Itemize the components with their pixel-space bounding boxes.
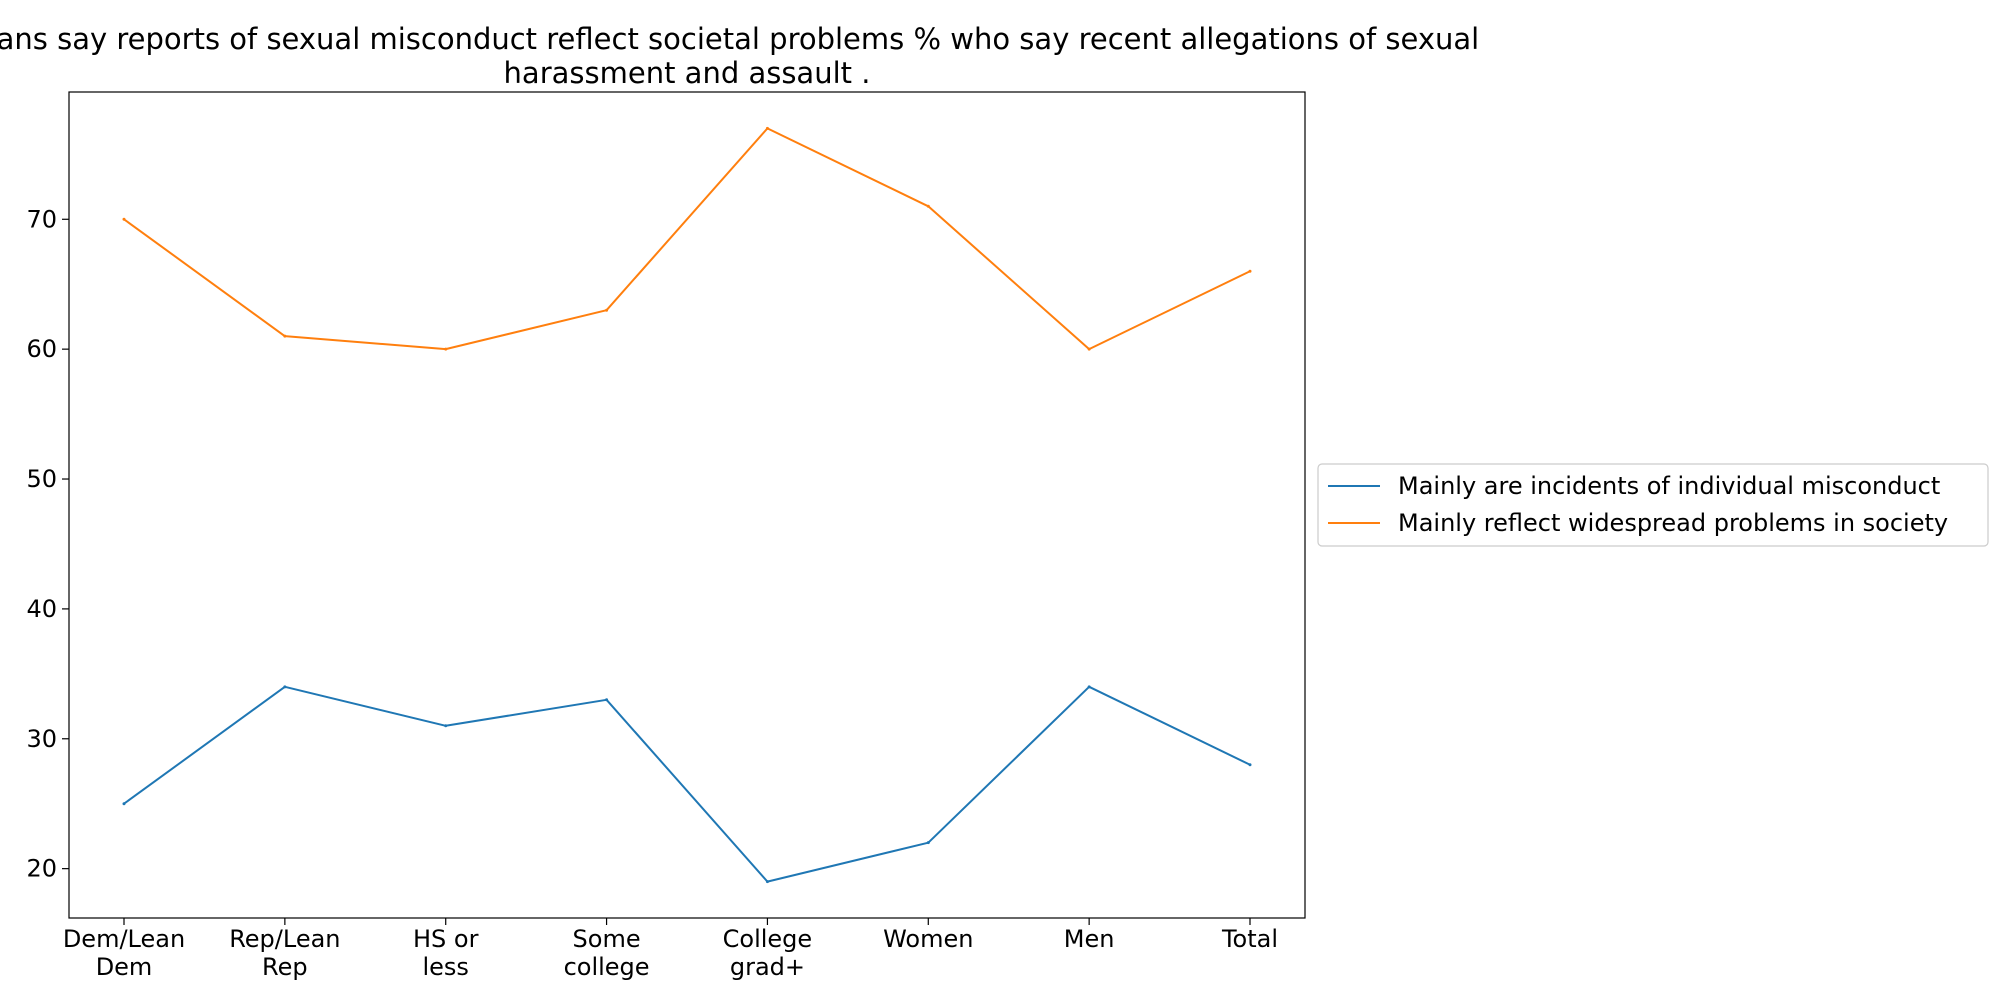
data-point — [1248, 269, 1252, 273]
series-1 — [122, 685, 1252, 884]
series-line-1 — [123, 685, 1251, 883]
x-tick-label: Dem/Lean — [63, 925, 185, 953]
chart-title-line-2: harassment and assault . — [504, 56, 871, 90]
y-tick-label: 50 — [26, 465, 57, 493]
legend-box — [1317, 463, 1989, 547]
y-tick-label: 60 — [26, 335, 57, 363]
x-tick-label: College — [723, 925, 813, 953]
legend: Mainly are incidents of individual misco… — [1317, 463, 1989, 547]
y-axis: 20 30 40 50 60 70 — [26, 205, 69, 883]
x-tick-label: Dem — [96, 953, 153, 981]
x-tick-label: Rep/Lean — [229, 925, 340, 953]
x-tick-label: grad+ — [730, 953, 805, 981]
y-tick-label: 30 — [26, 725, 57, 753]
x-tick-label: HS or — [413, 925, 479, 953]
data-point — [765, 880, 769, 884]
x-tick-label: Rep — [262, 953, 308, 981]
legend-label-1: Mainly are incidents of individual misco… — [1398, 472, 1940, 500]
x-tick-label: less — [422, 953, 468, 981]
y-tick-label: 70 — [26, 205, 57, 233]
series-lines — [122, 126, 1252, 884]
chart-title-line-1: Americans say reports of sexual miscondu… — [0, 22, 1479, 56]
x-tick-label: Total — [1221, 925, 1278, 953]
series-line-2 — [123, 127, 1251, 351]
chart-title: Americans say reports of sexual miscondu… — [0, 22, 1479, 90]
plot-area — [68, 91, 1306, 919]
data-point — [122, 802, 126, 806]
data-point — [444, 347, 448, 351]
data-point — [926, 841, 930, 845]
x-tick-label: Women — [883, 925, 973, 953]
data-point — [283, 334, 287, 338]
data-point — [605, 698, 609, 702]
data-point — [1248, 763, 1252, 767]
series-2 — [122, 126, 1252, 351]
data-point — [1087, 347, 1091, 351]
y-tick-label: 40 — [26, 595, 57, 623]
y-tick-label: 20 — [26, 855, 57, 883]
legend-label-2: Mainly reflect widespread problems in so… — [1398, 509, 1948, 537]
x-tick-label: Men — [1064, 925, 1115, 953]
data-point — [605, 308, 609, 312]
data-point — [765, 126, 769, 130]
x-tick-label: college — [564, 953, 650, 981]
data-point — [122, 217, 126, 221]
x-tick-label: Some — [573, 925, 641, 953]
data-point — [926, 204, 930, 208]
data-point — [444, 724, 448, 728]
data-point — [1087, 685, 1091, 689]
data-point — [283, 685, 287, 689]
